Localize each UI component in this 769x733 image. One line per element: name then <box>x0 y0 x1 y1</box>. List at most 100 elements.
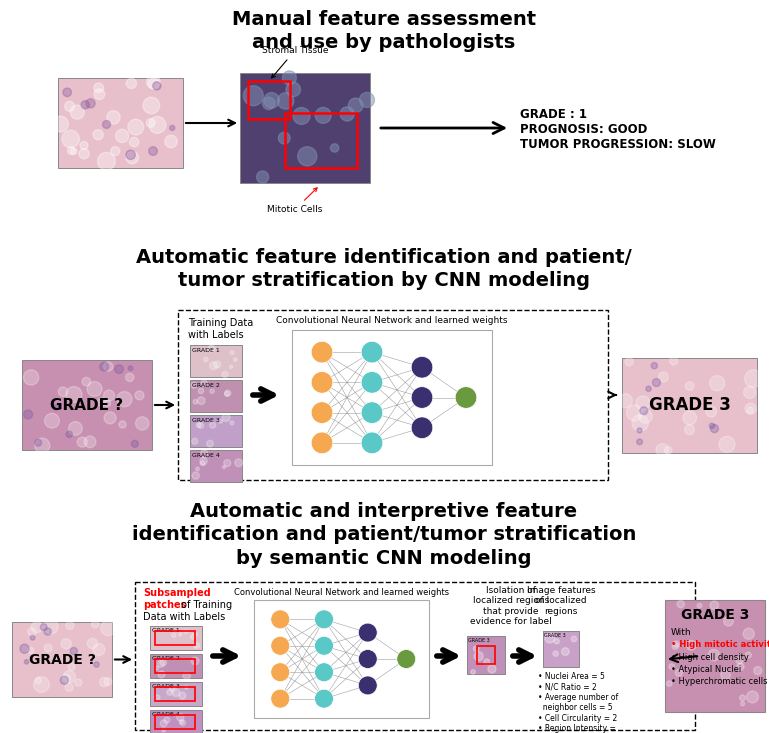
Circle shape <box>724 616 734 626</box>
Text: Automatic feature identification and patient/
tumor stratification by CNN modeli: Automatic feature identification and pat… <box>136 248 632 290</box>
Circle shape <box>656 443 669 456</box>
Circle shape <box>747 691 758 703</box>
Circle shape <box>455 387 477 408</box>
Circle shape <box>35 438 50 453</box>
FancyBboxPatch shape <box>150 626 202 650</box>
Circle shape <box>70 647 78 655</box>
Circle shape <box>194 643 199 649</box>
Circle shape <box>474 646 479 652</box>
Circle shape <box>82 100 89 109</box>
Circle shape <box>675 669 682 677</box>
FancyBboxPatch shape <box>622 358 757 453</box>
Circle shape <box>315 663 334 682</box>
Circle shape <box>721 670 731 679</box>
Circle shape <box>315 636 334 655</box>
Circle shape <box>229 365 233 369</box>
Circle shape <box>219 419 223 423</box>
FancyBboxPatch shape <box>178 310 608 480</box>
Text: GRADE 3: GRADE 3 <box>544 633 566 638</box>
Circle shape <box>100 362 108 371</box>
Circle shape <box>93 644 105 655</box>
Circle shape <box>311 402 333 424</box>
Circle shape <box>53 405 59 410</box>
FancyBboxPatch shape <box>150 682 202 706</box>
Circle shape <box>24 370 38 385</box>
Circle shape <box>99 677 109 687</box>
Circle shape <box>736 657 743 664</box>
Circle shape <box>30 636 35 640</box>
Circle shape <box>107 111 120 124</box>
Circle shape <box>61 638 72 649</box>
Text: Convolutional Neural Network and learned weights: Convolutional Neural Network and learned… <box>234 588 449 597</box>
Circle shape <box>195 467 199 471</box>
Text: GRADE 1: GRADE 1 <box>192 348 220 353</box>
Circle shape <box>104 390 115 401</box>
Circle shape <box>98 398 106 407</box>
Circle shape <box>359 92 375 108</box>
Circle shape <box>66 622 74 630</box>
Circle shape <box>710 375 724 391</box>
Circle shape <box>737 663 744 671</box>
Circle shape <box>198 397 205 405</box>
Text: GRADE ?: GRADE ? <box>28 652 95 666</box>
Circle shape <box>178 633 182 636</box>
Circle shape <box>192 472 199 479</box>
Circle shape <box>744 386 756 399</box>
Circle shape <box>225 390 231 396</box>
Text: With: With <box>671 628 691 637</box>
Text: of Training: of Training <box>178 600 232 610</box>
Circle shape <box>262 97 275 109</box>
Circle shape <box>652 378 661 386</box>
Circle shape <box>20 644 29 653</box>
Circle shape <box>474 652 483 660</box>
FancyBboxPatch shape <box>190 415 242 447</box>
Text: • Nuclei Area = 5
• N/C Ratio = 2
• Average number of
  neighbor cells = 5
• Cel: • Nuclei Area = 5 • N/C Ratio = 2 • Aver… <box>538 672 618 733</box>
Circle shape <box>179 692 186 699</box>
Circle shape <box>104 399 111 407</box>
Circle shape <box>745 652 751 658</box>
Circle shape <box>169 686 175 691</box>
Circle shape <box>104 678 112 685</box>
Text: GRADE 4: GRADE 4 <box>152 712 180 717</box>
Text: • High mitotic activity: • High mitotic activity <box>671 640 769 649</box>
Circle shape <box>411 417 433 438</box>
Circle shape <box>625 358 634 366</box>
Circle shape <box>618 394 632 408</box>
Circle shape <box>155 695 160 701</box>
Circle shape <box>160 659 167 666</box>
Circle shape <box>561 648 569 655</box>
Circle shape <box>87 382 102 397</box>
Circle shape <box>28 647 34 654</box>
Circle shape <box>128 366 133 371</box>
Circle shape <box>164 717 170 723</box>
Text: GRADE : 1
PROGNOSIS: GOOD
TUMOR PROGRESSION: SLOW: GRADE : 1 PROGNOSIS: GOOD TUMOR PROGRESS… <box>520 108 716 151</box>
Circle shape <box>214 361 221 368</box>
Text: GRADE ?: GRADE ? <box>51 397 124 413</box>
Circle shape <box>201 380 207 386</box>
Circle shape <box>230 350 234 355</box>
Text: GRADE 2: GRADE 2 <box>152 656 180 661</box>
Circle shape <box>685 382 694 391</box>
Circle shape <box>148 147 158 155</box>
FancyBboxPatch shape <box>58 78 183 168</box>
Circle shape <box>637 439 642 445</box>
Circle shape <box>35 677 42 684</box>
Circle shape <box>271 610 290 629</box>
Circle shape <box>710 601 718 610</box>
Text: Mitotic Cells: Mitotic Cells <box>268 188 323 214</box>
Circle shape <box>126 150 135 160</box>
Circle shape <box>115 365 123 373</box>
FancyBboxPatch shape <box>240 73 370 183</box>
Circle shape <box>198 423 204 428</box>
Circle shape <box>636 396 650 410</box>
Circle shape <box>177 713 184 721</box>
Circle shape <box>747 407 754 413</box>
Circle shape <box>687 641 696 650</box>
Circle shape <box>45 413 59 428</box>
Circle shape <box>60 676 68 685</box>
Circle shape <box>282 71 296 85</box>
Circle shape <box>651 363 657 369</box>
Circle shape <box>165 135 178 148</box>
Circle shape <box>35 439 42 446</box>
Circle shape <box>222 413 230 421</box>
